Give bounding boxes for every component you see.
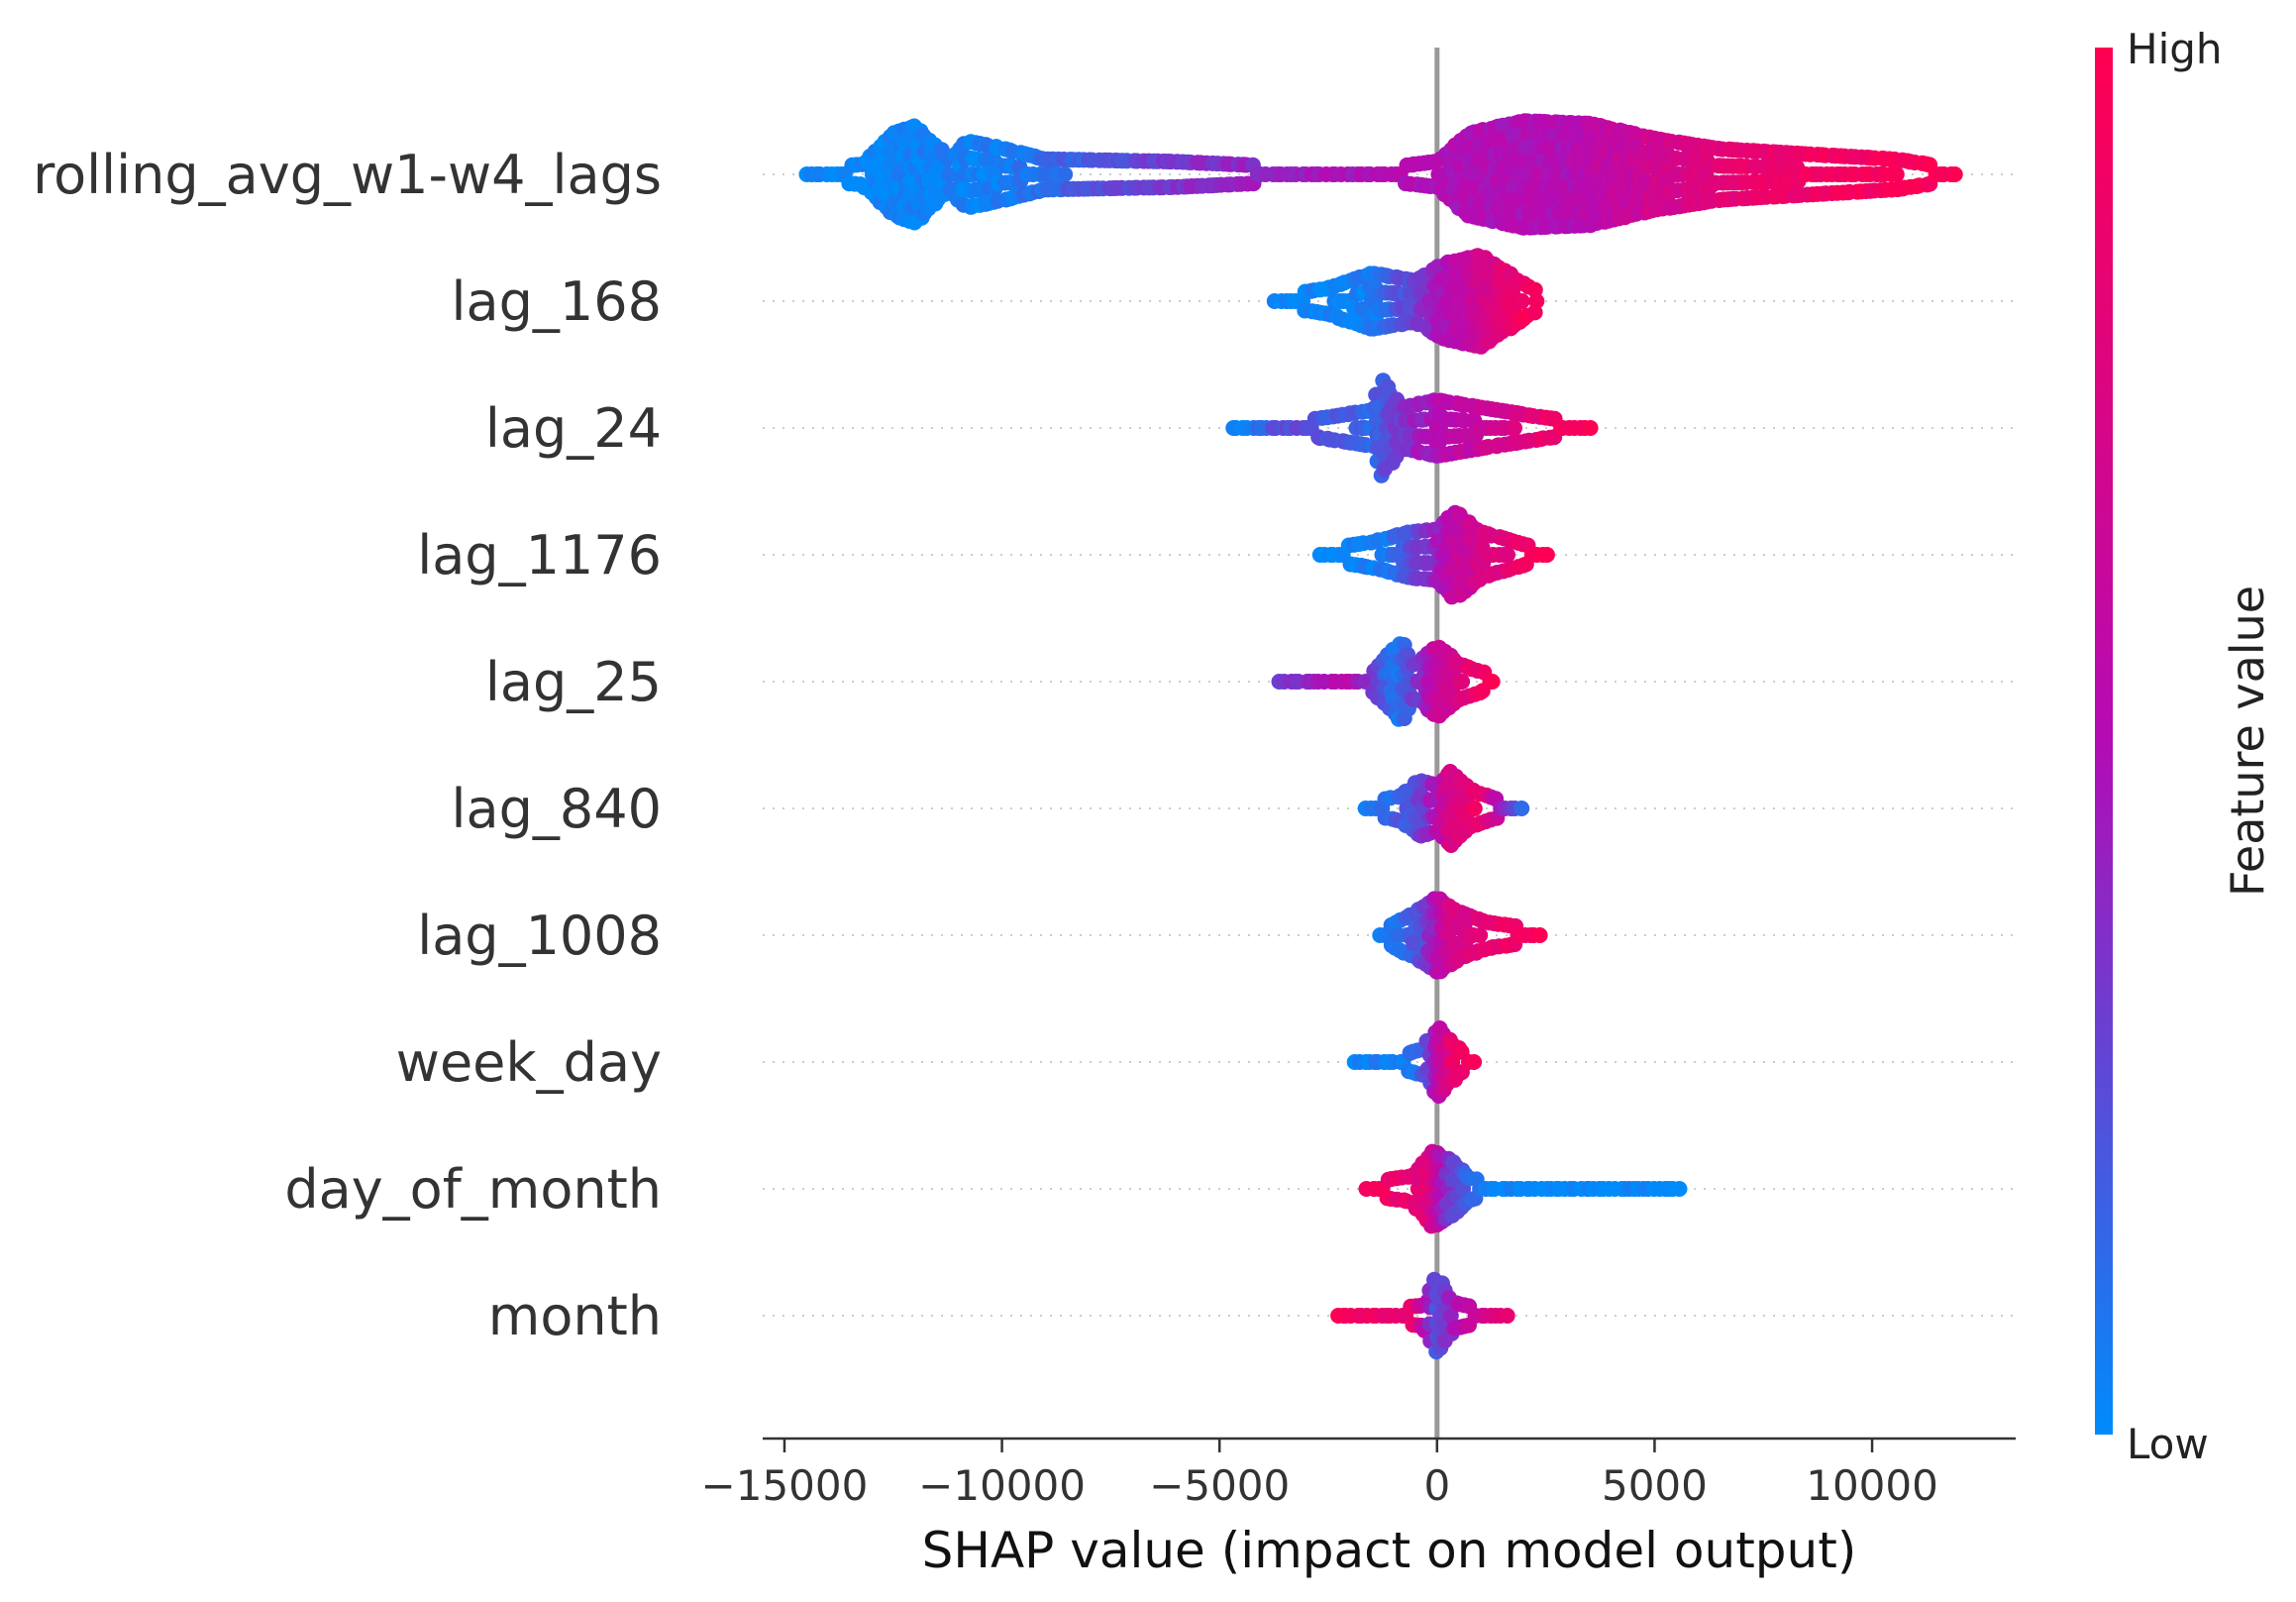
row-gridlines bbox=[763, 173, 2016, 1317]
shap-point bbox=[1466, 801, 1483, 816]
feature-label: week_day bbox=[396, 1031, 662, 1094]
x-tick-label: −15000 bbox=[701, 1461, 869, 1510]
beeswarm-dots bbox=[798, 113, 1963, 1360]
shap-point bbox=[1582, 420, 1599, 436]
feature-label: month bbox=[488, 1285, 662, 1347]
x-tick-label: −10000 bbox=[918, 1461, 1086, 1510]
shap-point bbox=[1466, 1054, 1483, 1070]
feature-label: lag_24 bbox=[485, 397, 662, 460]
x-tick-label: 5000 bbox=[1602, 1461, 1708, 1510]
shap-point bbox=[1454, 674, 1471, 690]
shap-point bbox=[1671, 1181, 1688, 1197]
feature-label: lag_840 bbox=[452, 778, 662, 840]
shap-point bbox=[1513, 293, 1530, 309]
shap-point bbox=[1484, 674, 1501, 690]
colorbar-title: Feature value bbox=[2221, 586, 2274, 897]
feature-label: rolling_avg_w1-w4_lags bbox=[33, 144, 662, 206]
colorbar bbox=[2095, 48, 2113, 1435]
shap-point bbox=[1531, 927, 1548, 943]
shap-point bbox=[1538, 547, 1555, 563]
feature-label: lag_25 bbox=[485, 651, 662, 713]
shap-point bbox=[1057, 166, 1074, 182]
shap-point bbox=[1472, 927, 1489, 943]
shap-point bbox=[1528, 293, 1545, 309]
feature-label: lag_1008 bbox=[417, 905, 662, 967]
x-axis-ticks: −15000 −10000 −5000 0 5000 10000 bbox=[701, 1439, 1938, 1510]
colorbar-high-label: High bbox=[2127, 25, 2223, 73]
feature-label: day_of_month bbox=[284, 1158, 662, 1221]
shap-point bbox=[1499, 1308, 1515, 1324]
feature-label: lag_168 bbox=[452, 270, 662, 333]
x-tick-label: 10000 bbox=[1806, 1461, 1938, 1510]
x-tick-label: −5000 bbox=[1149, 1461, 1290, 1510]
shap-point bbox=[1888, 166, 1905, 182]
x-tick-label: 0 bbox=[1423, 1461, 1450, 1510]
feature-label: lag_1176 bbox=[417, 524, 662, 587]
shap-point bbox=[1444, 1054, 1461, 1070]
shap-point bbox=[1513, 801, 1530, 816]
shap-point bbox=[1442, 1308, 1459, 1324]
shap-point bbox=[1500, 547, 1515, 563]
feature-labels: rolling_avg_w1-w4_lags lag_168 lag_24 lag_1… bbox=[33, 144, 662, 1347]
colorbar-low-label: Low bbox=[2127, 1420, 2209, 1468]
shap-point bbox=[1507, 420, 1522, 436]
x-axis-title: SHAP value (impact on model output) bbox=[922, 1522, 1857, 1579]
shap-point bbox=[1946, 166, 1963, 182]
